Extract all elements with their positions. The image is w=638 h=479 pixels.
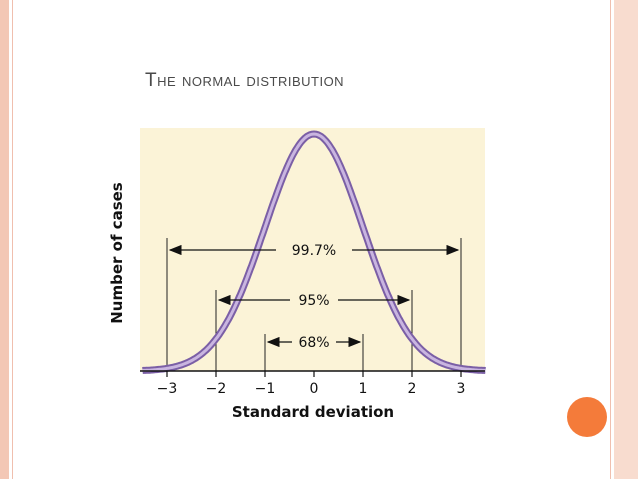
x-tick-labels: −3 −2 −1 0 1 2 3 — [157, 381, 466, 397]
orange-circle-decoration — [567, 397, 607, 437]
interval-label: 68% — [298, 335, 329, 351]
left-border-band — [0, 0, 9, 479]
slide-title: The normal distribution — [145, 70, 345, 91]
x-axis-label: Standard deviation — [232, 403, 394, 421]
right-border-band — [614, 0, 638, 479]
x-tick-label: 2 — [408, 381, 417, 397]
right-border-line — [610, 0, 611, 479]
x-tick-label: 1 — [359, 381, 368, 397]
interval-label: 99.7% — [292, 243, 336, 259]
x-tick-label: 0 — [310, 381, 319, 397]
bell-curve — [142, 132, 486, 372]
left-border-line — [12, 0, 13, 479]
x-tick-label: 3 — [457, 381, 466, 397]
x-tick-marks — [166, 371, 462, 377]
interval-label: 95% — [298, 293, 329, 309]
x-tick-label: −3 — [157, 381, 178, 397]
y-axis-label: Number of cases — [108, 182, 126, 324]
x-tick-label: −2 — [206, 381, 227, 397]
interval-boundary-lines — [166, 238, 462, 371]
interval-arrows: 99.7% 95% 68% — [168, 243, 460, 351]
x-tick-label: −1 — [255, 381, 276, 397]
